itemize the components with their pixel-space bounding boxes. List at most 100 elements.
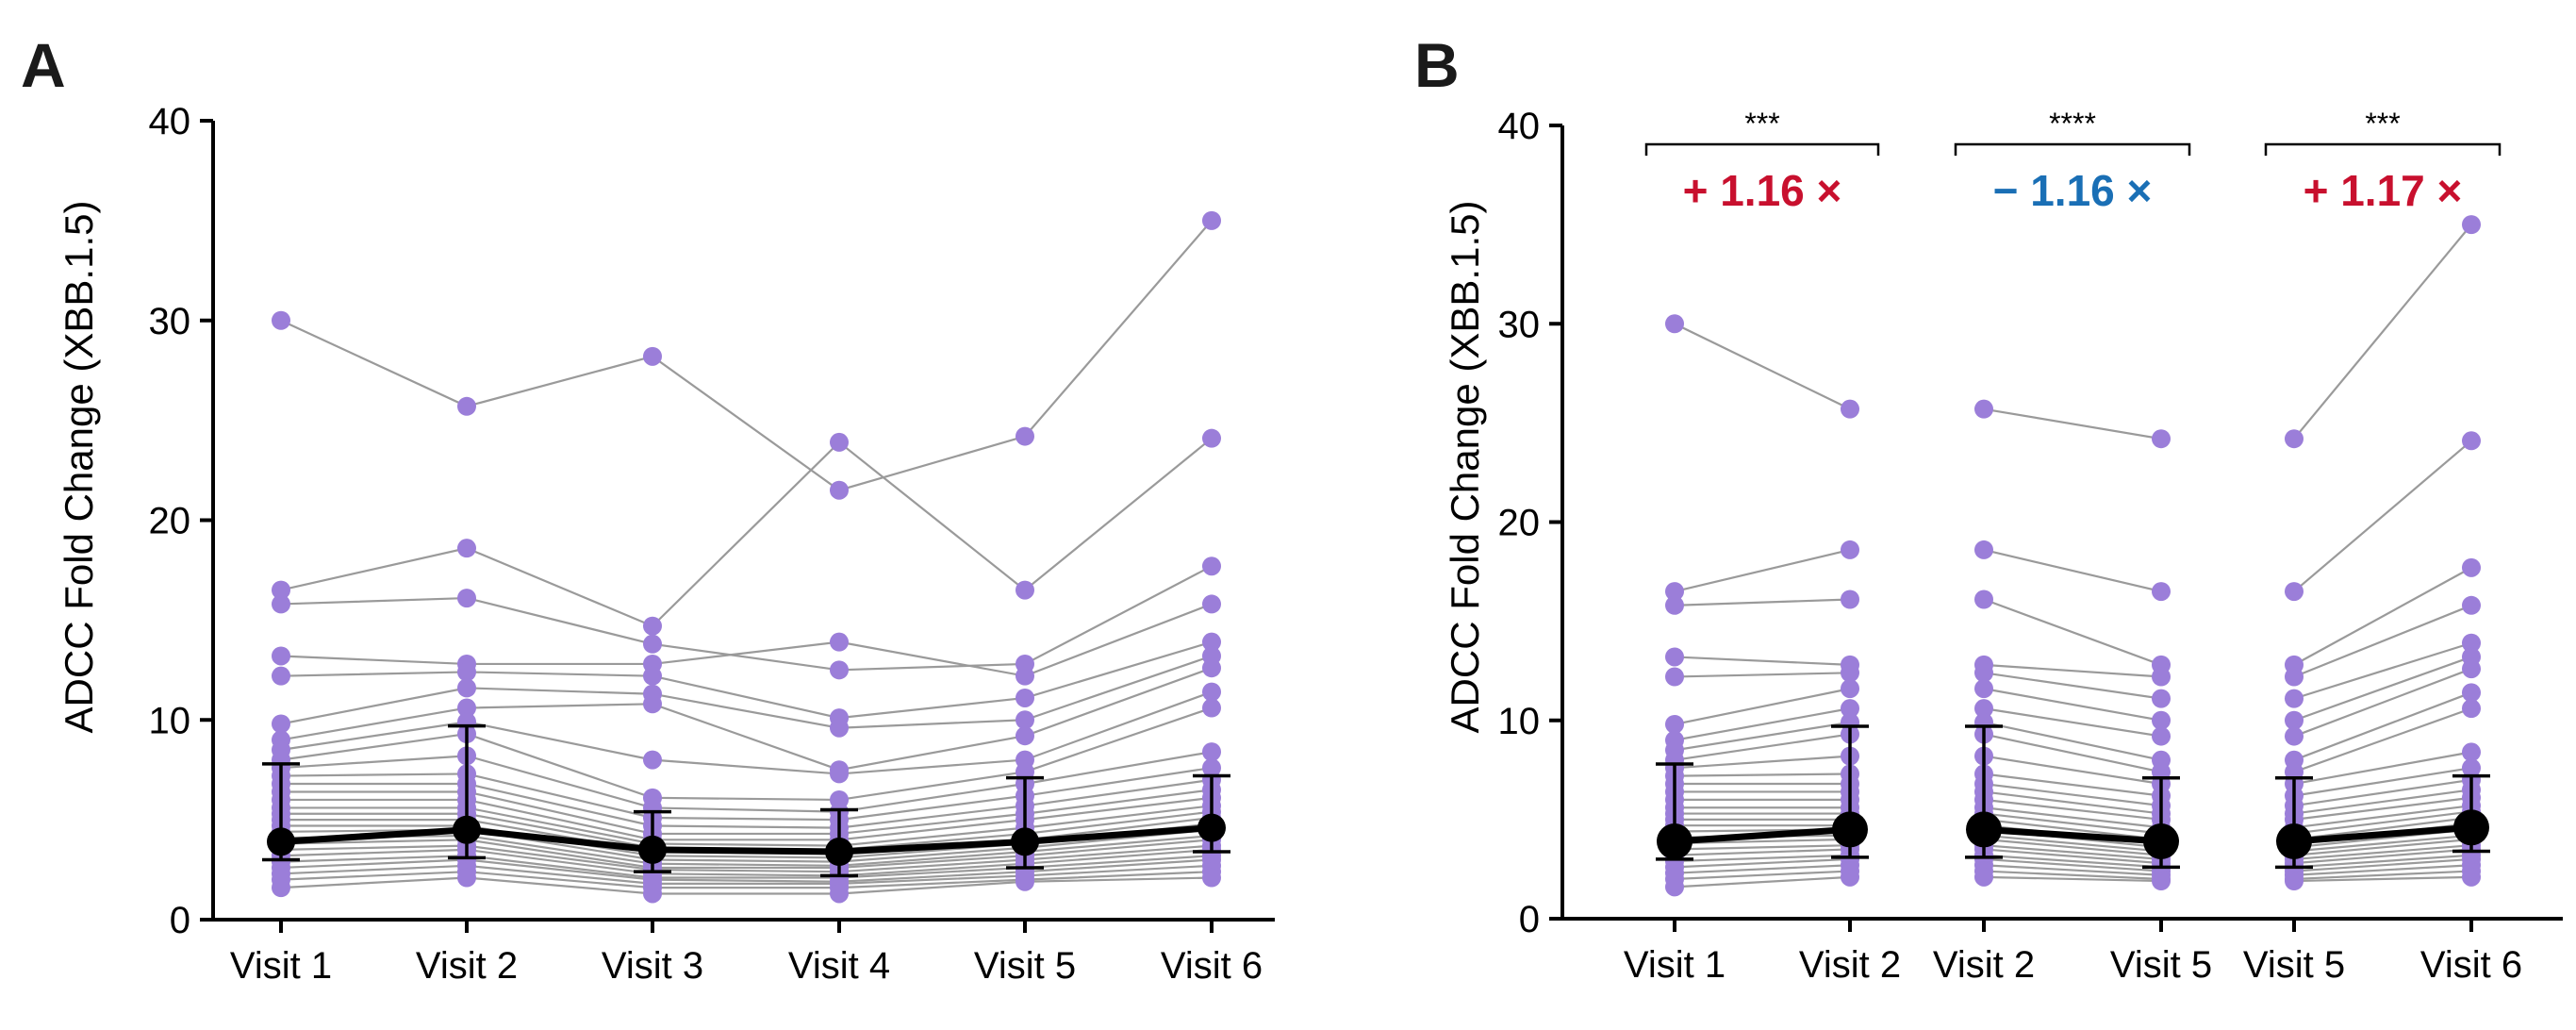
panel-b-significance-stars: *** [2365, 107, 2400, 141]
panel-a-subject-point [643, 634, 662, 654]
panel-a-y-tick-label: 20 [149, 501, 191, 542]
panel-a-subject-point [643, 616, 662, 636]
panel-b-comparison-2-subject-line [1983, 870, 2162, 881]
panel-a-axes: 0 10 20 30 40 Visit 1 Visit 2 Visit 3 Visit 4 Vis… [149, 101, 1275, 987]
panel-b-comparison-3-mean-point [2276, 823, 2312, 860]
panel-b-comparison-2-subject-line [1983, 707, 2162, 738]
panel-b-comparison-2-subject-line [1983, 806, 2162, 829]
panel-b-comparison-1-subject-line [1674, 772, 1851, 777]
panel-a-mean-line [280, 824, 1213, 856]
panel-b-comparison-3-subject-line [2293, 810, 2472, 835]
panel-a-subject-line [280, 751, 1213, 813]
panel-b-comparison-3-subject-point [2462, 557, 2481, 577]
panel-a-subject-line [280, 848, 1213, 877]
panel-b-comparison-3-subject-line [2293, 796, 2472, 821]
panel-a-subject-point [457, 662, 476, 682]
panel-a-subject-point [1202, 682, 1221, 702]
panel-b-comparison-3-subject-line [2293, 656, 2472, 722]
panel-b-comparison-2-subject-point [1974, 663, 1993, 683]
panel-a-x-tick-label: Visit 2 [416, 945, 518, 987]
panel-b-comparison-2-subject-line [1983, 782, 2162, 807]
panel-b-comparison-2-subject-point [1974, 699, 1993, 719]
panel-b-comparison-2-subject-line [1983, 548, 2162, 593]
panel-b-comparison-2-subject-point [2152, 667, 2171, 687]
panel-a-chart: A ADCC Fold Change (XBB.1.5) 0 10 20 30 40 Vi… [21, 30, 1275, 987]
panel-b-comparison-2-subject-line [1983, 663, 2162, 678]
panel-a-subject-line [280, 690, 1213, 775]
panel-b-comparison-1-subject-point [1841, 590, 1859, 609]
panel-b-comparison-2-mean-point [2143, 823, 2179, 860]
panel-a-y-tick-label: 40 [149, 101, 191, 142]
panel-b-y-tick-label: 30 [1498, 304, 1541, 345]
panel-a-subject-point [1202, 428, 1221, 448]
panel-a-subject-line [280, 844, 1213, 873]
panel-a-subject-point [1202, 698, 1221, 718]
panel-b-comparison-3-subject-point [2462, 659, 2481, 679]
panel-a-subject-line [280, 565, 1213, 672]
panel-b-subject-lines [1674, 224, 2472, 889]
panel-a-mean-point [638, 835, 667, 864]
panel-b-axes: 0 10 20 30 40 Visit 1 Visit 2 Visit 2 Visit 5 Vis… [1498, 106, 2563, 986]
panel-a-subject-line [280, 603, 1213, 677]
panel-a-subject-point [272, 666, 290, 686]
panel-a-subject-point [1016, 580, 1034, 600]
panel-a-subject-point [457, 396, 476, 416]
panel-b-fold-change-label: + 1.17 × [2304, 166, 2463, 215]
panel-b-comparison-3-subject-point [2285, 667, 2304, 687]
panel-a-subject-line [280, 834, 1213, 867]
panel-b-comparison-2-subject-line [1983, 844, 2162, 861]
panel-b-comparison-1-subject-line [1674, 672, 1851, 678]
panel-b-comparison-1-subject-point [1665, 647, 1684, 667]
panel-a-subject-lines [280, 220, 1213, 895]
panel-b-comparison-3-subject-line [2293, 834, 2472, 853]
panel-b-comparison-2-subject-line [1983, 838, 2162, 856]
panel-a-mean-point [267, 827, 295, 856]
panel-b-comparison-3-subject-point [2462, 867, 2481, 887]
panel-a-x-tick-label: Visit 3 [602, 945, 703, 987]
panel-b-comparison-2-subject-point [2152, 710, 2171, 730]
panel-b-comparison-2-subject-line [1983, 755, 2162, 786]
panel-b-comparison-1-subject-line [1674, 875, 1851, 889]
panel-b-comparison-3-subject-line [2293, 691, 2472, 761]
panel-b-significance-stars: **** [2049, 107, 2096, 141]
panel-b-comparison-1-subject-point [1665, 314, 1684, 334]
panel-b-x-tick-label: Visit 5 [2243, 944, 2345, 986]
panel-b-comparison-3-subject-line [2293, 566, 2472, 666]
panel-b-comparison-2-subject-line [1983, 672, 2162, 700]
panel-b-comparison-1-subject-line [1674, 755, 1851, 770]
panel-b-chart: B ADCC Fold Change (XBB.1.5) 0 10 20 30 40 Vi… [1414, 30, 2563, 986]
panel-a-subject-point [830, 884, 849, 904]
panel-b-comparison-3-subject-point [2462, 742, 2481, 762]
panel-b-comparison-2-subject-line [1983, 798, 2162, 821]
panel-b-comparison-2-subject-point [1974, 399, 1993, 419]
panel-a-subject-point [272, 310, 290, 330]
panel-b-comparison-3-subject-point [2285, 710, 2304, 730]
panel-a-subject-point [1202, 594, 1221, 614]
panel-a-mean-series [262, 723, 1230, 878]
panel-a-subject-point [1016, 872, 1034, 891]
panel-b-comparison-3-subject-point [2462, 633, 2481, 653]
panel-a-subject-point [1202, 632, 1221, 652]
panel-b-significance-bracket [1954, 142, 2191, 156]
panel-a-subject-point [457, 589, 476, 608]
panel-b-comparison-2-mean-line [1983, 825, 2162, 845]
panel-a-subject-point [1016, 726, 1034, 746]
panel-a-subject-line [280, 655, 1213, 729]
panel-b-comparison-1-subject-point [1665, 877, 1684, 897]
panel-b-comparison-3-subject-line [2293, 604, 2472, 678]
panel-b-comparison-3-subject-line [2293, 844, 2472, 861]
panel-b-comparison-3-subject-line [2293, 440, 2472, 592]
panel-b-comparison-2-subject-line [1983, 688, 2162, 722]
panel-a-subject-point [272, 878, 290, 898]
panel-b-comparison-1-subject-line [1674, 548, 1851, 593]
panel-b-comparison-3-mean-point [2453, 809, 2489, 846]
panel-b-comparison-1-subject-point [1841, 699, 1859, 719]
panel-b-comparison-3-subject-point [2285, 726, 2304, 746]
panel-a-subject-line [281, 789, 1213, 836]
panel-b-comparison-1-mean-point [1832, 811, 1868, 848]
panel-a-subject-point [830, 764, 849, 784]
panel-a-y-tick-label: 0 [170, 900, 190, 941]
panel-b-comparison-2-subject-line [1983, 733, 2162, 773]
panel-b-comparison-3-subject-line [2293, 707, 2472, 773]
panel-b-significance-bracket [2264, 142, 2502, 156]
